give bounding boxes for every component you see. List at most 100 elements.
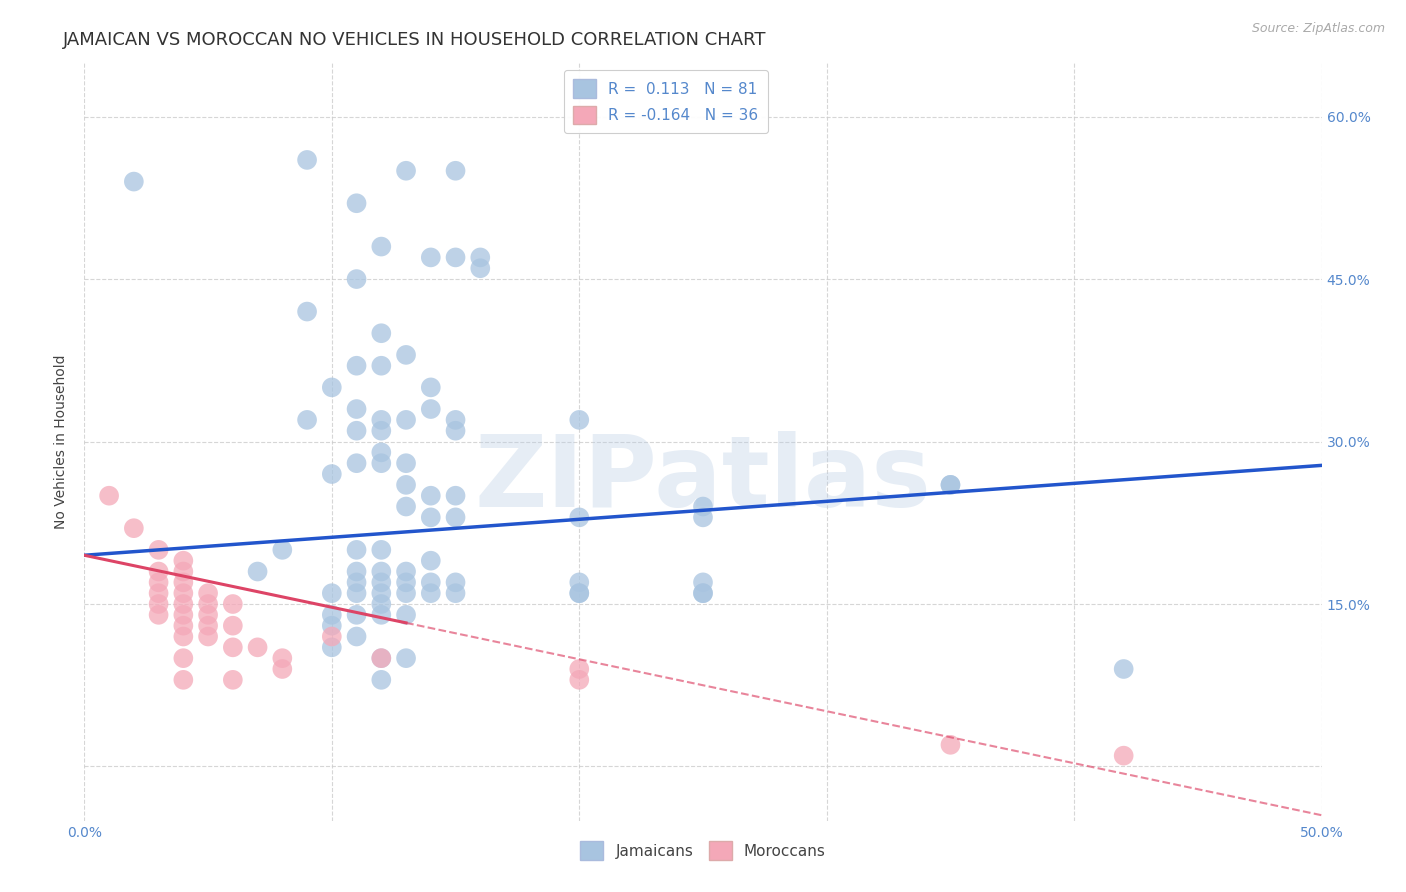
Point — [370, 586, 392, 600]
Point — [395, 607, 418, 622]
Point — [370, 673, 392, 687]
Point — [444, 413, 467, 427]
Point — [939, 478, 962, 492]
Point — [1112, 662, 1135, 676]
Point — [470, 251, 492, 265]
Point — [321, 618, 343, 632]
Point — [370, 542, 392, 557]
Point — [370, 651, 392, 665]
Point — [346, 424, 368, 438]
Point — [568, 586, 591, 600]
Point — [370, 575, 392, 590]
Point — [395, 163, 418, 178]
Y-axis label: No Vehicles in Household: No Vehicles in Household — [55, 354, 69, 529]
Point — [197, 607, 219, 622]
Point — [470, 261, 492, 276]
Point — [419, 510, 441, 524]
Point — [295, 153, 318, 167]
Point — [148, 607, 170, 622]
Point — [321, 380, 343, 394]
Point — [419, 251, 441, 265]
Point — [172, 597, 194, 611]
Point — [321, 467, 343, 481]
Point — [419, 489, 441, 503]
Point — [346, 607, 368, 622]
Point — [346, 402, 368, 417]
Point — [692, 586, 714, 600]
Point — [444, 251, 467, 265]
Point — [395, 478, 418, 492]
Point — [148, 575, 170, 590]
Point — [370, 424, 392, 438]
Point — [568, 575, 591, 590]
Point — [172, 607, 194, 622]
Point — [419, 554, 441, 568]
Point — [395, 456, 418, 470]
Point — [271, 662, 294, 676]
Point — [568, 586, 591, 600]
Point — [148, 586, 170, 600]
Point — [1112, 748, 1135, 763]
Point — [246, 565, 269, 579]
Point — [419, 402, 441, 417]
Point — [395, 348, 418, 362]
Point — [321, 640, 343, 655]
Point — [370, 607, 392, 622]
Point — [271, 651, 294, 665]
Point — [568, 662, 591, 676]
Point — [370, 456, 392, 470]
Point — [692, 500, 714, 514]
Point — [222, 597, 245, 611]
Point — [346, 196, 368, 211]
Point — [370, 445, 392, 459]
Point — [197, 630, 219, 644]
Point — [346, 359, 368, 373]
Point — [444, 163, 467, 178]
Text: Source: ZipAtlas.com: Source: ZipAtlas.com — [1251, 22, 1385, 36]
Point — [321, 607, 343, 622]
Point — [370, 239, 392, 253]
Point — [395, 413, 418, 427]
Point — [692, 575, 714, 590]
Point — [370, 597, 392, 611]
Point — [444, 510, 467, 524]
Point — [692, 586, 714, 600]
Legend: Jamaicans, Moroccans: Jamaicans, Moroccans — [574, 835, 832, 866]
Point — [172, 586, 194, 600]
Point — [370, 359, 392, 373]
Point — [295, 304, 318, 318]
Point — [568, 673, 591, 687]
Point — [197, 586, 219, 600]
Point — [246, 640, 269, 655]
Point — [444, 489, 467, 503]
Point — [321, 630, 343, 644]
Point — [370, 413, 392, 427]
Point — [172, 554, 194, 568]
Point — [172, 565, 194, 579]
Point — [271, 542, 294, 557]
Point — [346, 575, 368, 590]
Point — [568, 510, 591, 524]
Point — [122, 175, 145, 189]
Point — [172, 673, 194, 687]
Point — [346, 565, 368, 579]
Point — [419, 575, 441, 590]
Point — [346, 456, 368, 470]
Point — [172, 575, 194, 590]
Point — [395, 565, 418, 579]
Point — [172, 651, 194, 665]
Point — [148, 565, 170, 579]
Point — [148, 597, 170, 611]
Point — [568, 413, 591, 427]
Point — [939, 738, 962, 752]
Point — [370, 565, 392, 579]
Point — [172, 630, 194, 644]
Point — [346, 272, 368, 286]
Point — [444, 586, 467, 600]
Point — [222, 618, 245, 632]
Point — [444, 424, 467, 438]
Point — [395, 575, 418, 590]
Point — [395, 651, 418, 665]
Point — [346, 586, 368, 600]
Point — [197, 618, 219, 632]
